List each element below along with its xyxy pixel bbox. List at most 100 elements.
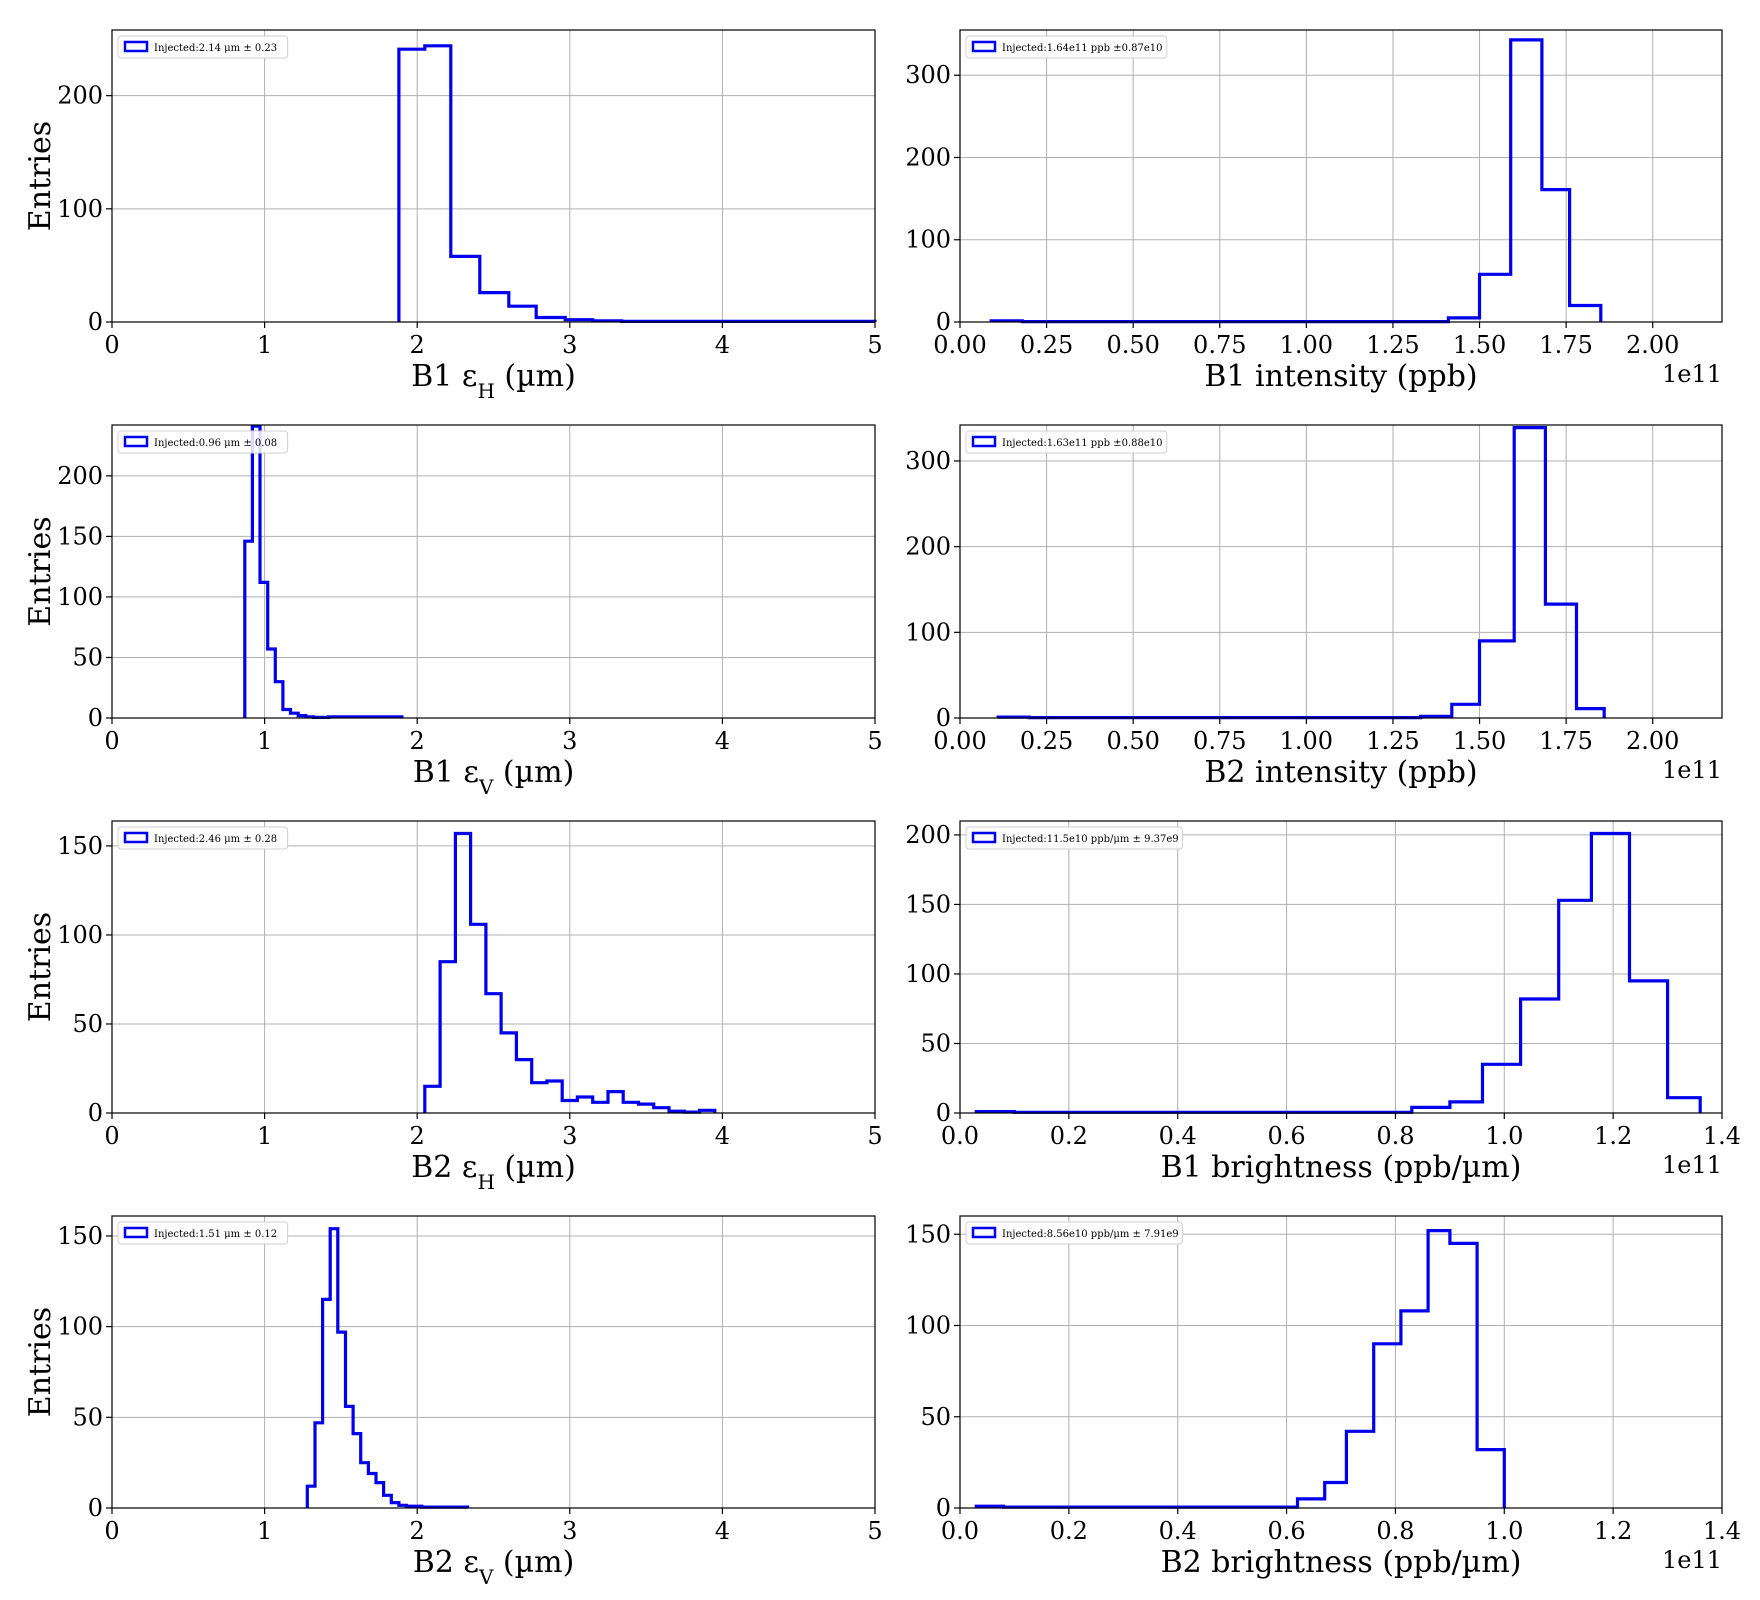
x-tick-label: 0: [104, 1517, 119, 1545]
x-tick-label: 5: [867, 727, 882, 755]
y-tick-label: 100: [905, 618, 951, 646]
legend-swatch: [971, 435, 997, 448]
legend: Injected:2.14 μm ± 0.23: [117, 35, 289, 59]
x-tick-label: 1.50: [1453, 331, 1506, 359]
y-axis-label: Entries: [23, 121, 58, 231]
chart-b1-intensity: 0.00 0.25 0.50 0.75 1.00 1.25 1.50 1.75 2.00 0 100…: [905, 29, 1723, 394]
x-tick-label: 1: [257, 1517, 272, 1545]
legend-box: [965, 1221, 1183, 1245]
y-tick-label: 0: [88, 1494, 103, 1522]
x-tick-label: 2.00: [1626, 331, 1679, 359]
y-axis-label: Entries: [23, 1307, 58, 1417]
legend: Injected:8.56e10 ppb/μm ± 7.91e9: [965, 1221, 1183, 1245]
legend: Injected:0.96 μm ± 0.08: [117, 430, 289, 454]
x-tick-label: 1.75: [1539, 727, 1592, 755]
x-axis-label-main: B2 intensity (ppb): [1204, 755, 1477, 790]
y-axis-label: Entries: [23, 912, 58, 1022]
legend: Injected:1.51 μm ± 0.12: [117, 1221, 289, 1245]
x-axis-label: B2 intensity (ppb): [1204, 755, 1477, 790]
x-tick-label: 2: [410, 331, 425, 359]
y-tick-label: 100: [905, 960, 951, 988]
x-axis-label-main: B2 brightness (ppb/µm): [1161, 1545, 1522, 1580]
histogram-series: [989, 38, 1603, 324]
legend-label: Injected:11.5e10 ppb/μm ± 9.37e9: [1002, 834, 1179, 845]
axes-frame: [111, 1215, 876, 1509]
x-tick-label: 4: [715, 727, 730, 755]
x-tick-label: 1.00: [1280, 331, 1333, 359]
x-tick-label: 4: [715, 331, 730, 359]
x-tick-label: 5: [867, 1122, 882, 1150]
x-offset-label: 1e11: [1662, 1546, 1722, 1574]
legend-box: [965, 35, 1168, 59]
y-tick-label: 150: [905, 890, 951, 918]
legend-box: [965, 826, 1183, 850]
x-tick-label: 1.50: [1453, 727, 1506, 755]
x-tick-label: 1: [257, 331, 272, 359]
legend: Injected:2.46 μm ± 0.28: [117, 826, 289, 850]
axes-frame: [959, 820, 1723, 1114]
x-tick-label: 0.6: [1267, 1517, 1305, 1545]
x-axis-label-main: B1 ε: [411, 359, 477, 394]
chart-b1-brightness: 0.0 0.2 0.4 0.6 0.8 1.0 1.2 1.4 0 50 100 150 200 B1 b…: [905, 820, 1741, 1185]
y-tick-label: 0: [936, 308, 951, 336]
x-tick-label: 0.50: [1106, 727, 1159, 755]
y-tick-label: 0: [88, 1099, 103, 1127]
x-tick-label: 2.00: [1626, 727, 1679, 755]
x-tick-label: 0.2: [1050, 1122, 1088, 1150]
y-tick-label: 0: [936, 1099, 951, 1127]
legend: Injected:1.63e11 ppb ±0.88e10: [965, 430, 1168, 454]
x-tick-label: 0.75: [1193, 331, 1246, 359]
legend-label: Injected:1.64e11 ppb ±0.87e10: [1002, 43, 1162, 54]
x-tick-label: 5: [867, 331, 882, 359]
legend-swatch: [123, 40, 149, 53]
x-offset-label: 1e11: [1662, 1151, 1722, 1179]
x-tick-label: 0: [104, 727, 119, 755]
axes-frame: [959, 424, 1723, 719]
x-tick-label: 1: [257, 727, 272, 755]
legend-label: Injected:0.96 μm ± 0.08: [154, 438, 277, 449]
legend-label: Injected:8.56e10 ppb/μm ± 7.91e9: [1002, 1229, 1179, 1240]
x-tick-label: 0.8: [1376, 1122, 1414, 1150]
x-tick-label: 1.4: [1703, 1517, 1741, 1545]
histogram-series: [423, 831, 717, 1114]
x-axis-label-subscript: V: [478, 1565, 494, 1589]
y-tick-label: 100: [57, 583, 103, 611]
x-tick-label: 3: [562, 331, 577, 359]
x-tick-label: 5: [867, 1517, 882, 1545]
legend-label: Injected:2.14 μm ± 0.23: [154, 43, 277, 54]
x-axis-label-main: B2 ε: [411, 1150, 477, 1185]
legend-label: Injected:1.51 μm ± 0.12: [154, 1229, 277, 1240]
axes-frame: [959, 1215, 1723, 1509]
y-tick-label: 150: [57, 522, 103, 550]
x-tick-label: 0.25: [1020, 331, 1073, 359]
axes-frame: [111, 424, 876, 719]
x-axis-label-subscript: H: [477, 379, 494, 403]
x-tick-label: 0.8: [1376, 1517, 1414, 1545]
x-axis-label-main: B2 ε: [413, 1545, 479, 1580]
y-tick-label: 0: [88, 308, 103, 336]
y-tick-label: 50: [920, 1403, 951, 1431]
x-tick-label: 0.00: [933, 727, 986, 755]
y-tick-label: 50: [72, 1010, 103, 1038]
y-tick-label: 300: [905, 447, 951, 475]
x-tick-label: 1.25: [1366, 727, 1419, 755]
y-tick-label: 200: [57, 462, 103, 490]
x-tick-label: 1.00: [1280, 727, 1333, 755]
x-axis-label-unit: (µm): [495, 1150, 576, 1185]
x-tick-label: 1.75: [1539, 331, 1592, 359]
x-offset-label: 1e11: [1662, 360, 1722, 388]
x-axis-label-subscript: H: [477, 1170, 494, 1194]
x-tick-label: 0.0: [941, 1122, 979, 1150]
x-axis-label: B1 εH (µm): [411, 359, 576, 403]
x-axis-label-unit: (µm): [495, 359, 576, 394]
y-tick-label: 100: [57, 1313, 103, 1341]
legend-box: [117, 826, 289, 850]
x-tick-label: 4: [715, 1122, 730, 1150]
legend-box: [117, 1221, 289, 1245]
legend-box: [117, 430, 289, 454]
x-axis-label: B1 intensity (ppb): [1204, 359, 1477, 394]
histogram-series: [996, 426, 1606, 720]
x-tick-label: 3: [562, 1517, 577, 1545]
legend-box: [117, 35, 289, 59]
